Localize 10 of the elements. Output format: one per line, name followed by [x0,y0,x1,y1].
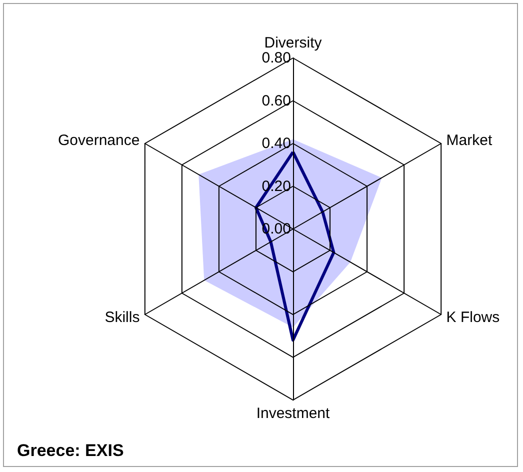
spoke-label: Market [446,132,493,149]
spoke-label: K Flows [446,309,500,326]
y-tick-label: 0.60 [262,92,291,110]
spoke-label: Investment [256,405,331,422]
spoke-label: Skills [104,309,140,326]
spoke-label: Governance [58,132,140,149]
y-tick-label: 0.40 [262,135,291,152]
y-tick-label: 0.80 [262,50,291,66]
spoke-label: Diversity [264,34,322,52]
text: Greece: EXIS [17,441,124,460]
